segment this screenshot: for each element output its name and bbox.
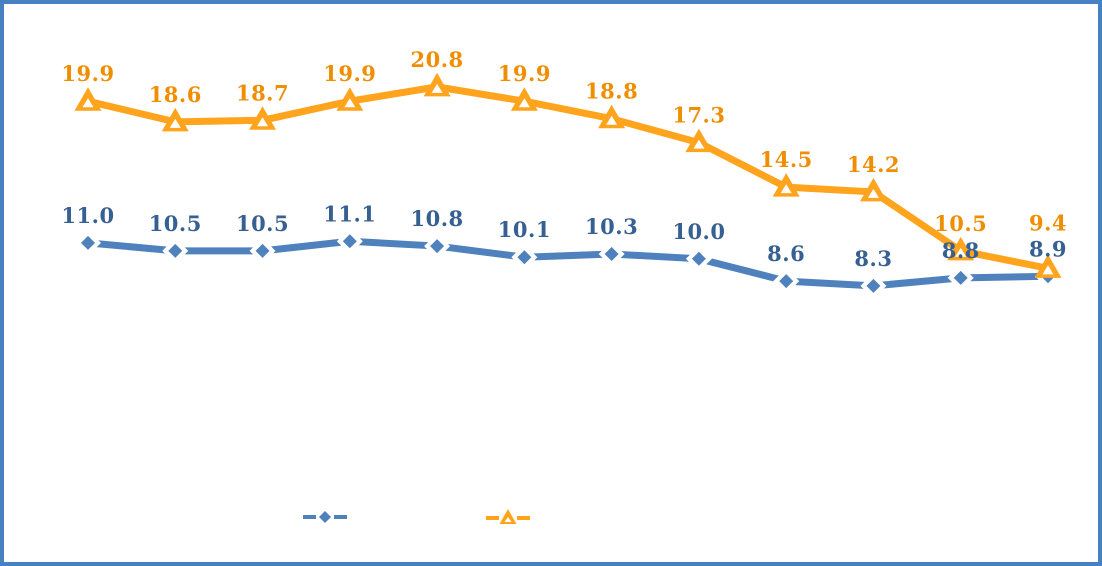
triangle-marker-center: [344, 98, 356, 108]
orange-triangle-series-data-label: 18.8: [585, 79, 638, 104]
orange-triangle-series-data-label: 19.9: [498, 61, 551, 86]
blue-diamond-series-data-label: 10.0: [672, 219, 725, 244]
blue-diamond-series-data-label: 8.6: [767, 241, 805, 266]
diamond-marker: [779, 274, 794, 289]
triangle-marker-center: [955, 247, 967, 257]
blue-diamond-series-data-label: 10.5: [236, 211, 289, 236]
orange-triangle-series-data-label: 14.2: [847, 152, 900, 177]
legend-triangle-icon: [499, 509, 517, 524]
triangle-marker-center: [867, 188, 879, 198]
diamond-marker: [866, 278, 881, 293]
orange-triangle-series-data-label: 17.3: [672, 103, 725, 128]
legend-diamond-icon: [319, 511, 331, 523]
legend-item-diamond: [303, 509, 347, 525]
diamond-marker: [691, 251, 706, 266]
blue-diamond-series-data-label: 8.3: [854, 246, 892, 271]
blue-diamond-series-data-label: 11.1: [323, 201, 376, 226]
blue-diamond-series-data-label: 10.3: [585, 214, 638, 239]
diamond-marker: [430, 239, 445, 254]
triangle-marker-center: [518, 98, 530, 108]
blue-diamond-series-data-label: 10.8: [411, 206, 464, 231]
blue-diamond-series-data-label: 8.8: [942, 238, 980, 263]
diamond-marker: [81, 235, 95, 250]
triangle-marker-center: [693, 139, 705, 149]
blue-diamond-series-data-label: 10.5: [149, 211, 202, 236]
triangle-marker-center: [257, 117, 269, 127]
blue-diamond-series-data-label: 10.1: [498, 217, 551, 242]
orange-triangle-series-line: [84, 83, 1052, 272]
triangle-marker-center: [169, 118, 181, 128]
diamond-marker: [255, 243, 270, 258]
orange-triangle-series-data-label: 9.4: [1029, 210, 1067, 235]
triangle-marker-center: [780, 184, 792, 194]
triangle-marker-center: [1042, 265, 1054, 275]
orange-triangle-series-data-label: 19.9: [61, 61, 114, 86]
orange-triangle-series-data-label: 18.7: [236, 80, 289, 105]
orange-triangle-series-data-label: 19.9: [323, 61, 376, 86]
diamond-marker: [953, 270, 968, 285]
legend-item-triangle: [486, 509, 530, 524]
blue-diamond-series-line: [84, 237, 1052, 290]
diamond-marker: [604, 247, 619, 262]
legend-triangle-center: [504, 517, 512, 522]
orange-triangle-series-data-label: 20.8: [411, 47, 464, 72]
triangle-marker-center: [606, 115, 618, 125]
diamond-marker: [168, 243, 183, 258]
triangle-marker-center: [431, 83, 443, 93]
orange-triangle-series-data-label: 14.5: [760, 147, 813, 172]
diamond-marker: [342, 234, 357, 249]
blue-diamond-series-data-label: 8.9: [1029, 236, 1067, 261]
diamond-marker: [517, 250, 532, 265]
orange-triangle-series-data-label: 18.6: [149, 82, 202, 107]
orange-triangle-series-data-label: 10.5: [934, 211, 987, 236]
blue-diamond-series-data-label: 11.0: [61, 203, 114, 228]
triangle-marker-center: [82, 98, 94, 108]
